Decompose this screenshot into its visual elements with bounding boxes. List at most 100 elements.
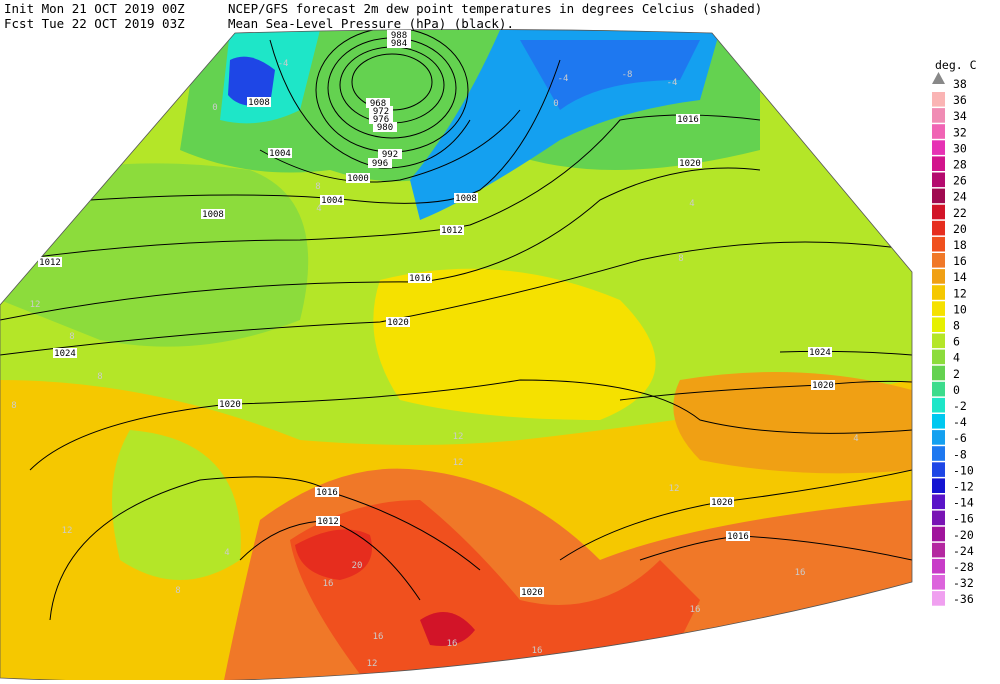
dewpoint-label: 16: [447, 639, 458, 649]
isobar-label-bg: [387, 38, 411, 48]
legend-swatch: [932, 381, 945, 397]
legend-arrow: [932, 72, 945, 84]
legend-label: -36: [953, 592, 974, 606]
legend-swatch: [932, 494, 945, 510]
legend-swatch: [932, 140, 945, 155]
legend-label: 18: [953, 238, 967, 252]
dewpoint-label: 8: [97, 372, 102, 382]
shade-orange: [673, 372, 912, 474]
legend-label: -24: [953, 544, 974, 558]
shade-red: [295, 529, 372, 580]
dewpoint-label: 12: [453, 432, 464, 442]
legend-label: -2: [953, 399, 967, 413]
isobar-label-bg: [386, 317, 410, 327]
legend-label: 28: [953, 158, 967, 172]
legend-label: 12: [953, 286, 967, 300]
legend-swatch: [932, 349, 945, 365]
isobar-label-bg: [378, 149, 402, 159]
legend-swatch: [932, 575, 945, 590]
dewpoint-label: 8: [678, 254, 683, 264]
legend-swatch: [932, 108, 945, 123]
isobar-label-bg: [315, 487, 339, 497]
legend-swatch: [932, 204, 945, 220]
isobar-label: 1012: [441, 226, 463, 236]
legend-label: 8: [953, 319, 960, 333]
legend-swatch: [932, 285, 945, 300]
isobar-label: 996: [372, 159, 388, 169]
isobar-label-bg: [676, 114, 700, 124]
dewpoint-label: 4: [316, 204, 321, 214]
isobar-label: 1016: [409, 274, 431, 284]
legend-swatch: [932, 365, 945, 381]
legend-label: 14: [953, 270, 967, 284]
isobar-label-bg: [268, 148, 292, 158]
isobar-label: 988: [391, 31, 407, 41]
shade-blue: [228, 56, 275, 107]
legend-label: -16: [953, 512, 974, 526]
legend-label: 20: [953, 222, 967, 236]
isobar: [0, 241, 912, 356]
isobar-label: 1024: [809, 348, 831, 358]
isobar-label-bg: [369, 106, 393, 116]
shade-blue2: [520, 40, 700, 110]
legend-swatch: [932, 478, 945, 493]
legend-swatch: [932, 236, 945, 252]
legend-label: -28: [953, 560, 974, 574]
legend-swatch: [932, 462, 945, 477]
isobars: [0, 29, 912, 621]
legend-swatch: [932, 558, 945, 574]
legend-label: 10: [953, 302, 967, 316]
isobar-label-bg: [520, 587, 544, 597]
legend-swatch: [932, 510, 945, 526]
isobar-label: 1020: [219, 400, 241, 410]
legend-label: -8: [953, 447, 967, 461]
isobar-label: 1004: [269, 149, 291, 159]
isobar-label-bg: [373, 122, 397, 132]
legend-label: 38: [953, 77, 967, 91]
isobar-label-bg: [387, 30, 411, 40]
isobar-label-bg: [316, 516, 340, 526]
dewpoint-label: 0: [553, 99, 558, 109]
isobar-label: 1024: [54, 349, 76, 359]
isobar-label: 1016: [316, 488, 338, 498]
dewpoint-label: 4: [853, 434, 858, 444]
isobar: [89, 59, 561, 204]
isobar-label-bg: [726, 531, 750, 541]
dewpoint-label: 8: [69, 332, 74, 342]
dewpoint-label: -8: [622, 70, 633, 80]
forecast-time: Fcst Tue 22 OCT 2019 03Z: [4, 16, 185, 31]
isobar-label-bg: [808, 347, 832, 357]
dewpoint-label: 12: [62, 526, 73, 536]
legend-label: 4: [953, 351, 960, 365]
legend-label: -12: [953, 480, 974, 494]
legend-swatch: [932, 172, 945, 188]
dewpoint-label: -4: [558, 74, 569, 84]
dewpoint-label: 20: [352, 561, 363, 571]
legend-label: -10: [953, 463, 974, 477]
dewpoint-label: 4: [689, 199, 694, 209]
legend-label: 22: [953, 206, 967, 220]
legend-label: 0: [953, 383, 960, 397]
legend-swatch: [932, 430, 945, 445]
isobar-label: 984: [391, 39, 407, 49]
isobar-label-bg: [678, 158, 702, 168]
isobar-label-bg: [366, 98, 390, 108]
isobar-label: 1020: [387, 318, 409, 328]
legend-label: -32: [953, 576, 974, 590]
isobar-label: 1016: [727, 532, 749, 542]
isobar: [0, 167, 761, 321]
isobar-label-bg: [53, 348, 77, 358]
isobar-label-bg: [346, 173, 370, 183]
dewpoint-label: 4: [224, 548, 229, 558]
dewpoint-label: -4: [667, 78, 678, 88]
isobar: [779, 350, 912, 356]
isobar-label: 968: [370, 99, 386, 109]
dewpoint-label: 12: [30, 300, 41, 310]
isobar-label: 972: [373, 107, 389, 117]
map-title: NCEP/GFS forecast 2m dew point temperatu…: [228, 1, 762, 16]
dewpoint-label: 16: [690, 605, 701, 615]
legend-swatch: [932, 317, 945, 332]
isobar: [49, 476, 481, 621]
